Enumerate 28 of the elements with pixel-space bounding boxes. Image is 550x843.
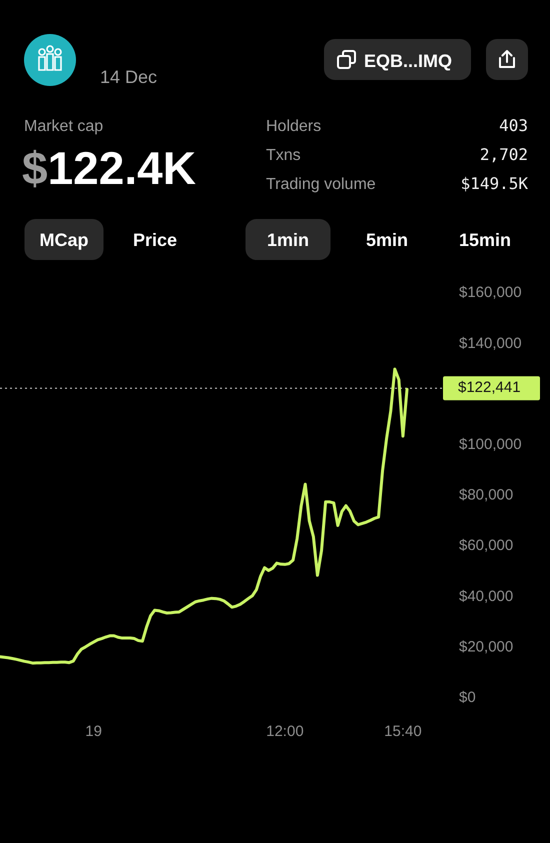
text: $149.5K <box>460 174 528 193</box>
text: MCap <box>40 230 89 250</box>
y-tick-label: $40,000 <box>459 588 514 605</box>
text: 1min <box>266 230 310 250</box>
text: 14 Dec <box>100 67 158 87</box>
y-tick-label: $100,000 <box>459 436 522 453</box>
text: Txns <box>266 147 301 164</box>
line-series <box>0 368 408 665</box>
y-tick-label: $80,000 <box>459 486 514 504</box>
y-tick-label: $20,000 <box>459 638 514 656</box>
text: $122.4K <box>22 142 196 194</box>
x-tick-label: 15:40 <box>384 723 422 740</box>
text: Price <box>132 230 178 250</box>
text: Holders <box>266 118 322 135</box>
text: 403 <box>499 116 528 135</box>
y-tick-label: $0 <box>459 688 476 706</box>
y-tick-label: $60,000 <box>459 537 514 554</box>
x-tick-label: 19 <box>85 723 102 740</box>
text: 2,702 <box>480 145 528 164</box>
text: Trading volume <box>266 176 376 193</box>
text: Market cap <box>24 118 104 135</box>
text: 15min <box>458 230 512 250</box>
y-tick-label: $160,000 <box>459 284 522 302</box>
text: 5min <box>366 230 408 250</box>
text: EQB...IMQ <box>364 51 452 71</box>
y-tick-label: $140,000 <box>459 334 522 352</box>
x-tick-label: 12:00 <box>266 723 304 740</box>
ref-line-label: $122,441 <box>458 379 521 396</box>
